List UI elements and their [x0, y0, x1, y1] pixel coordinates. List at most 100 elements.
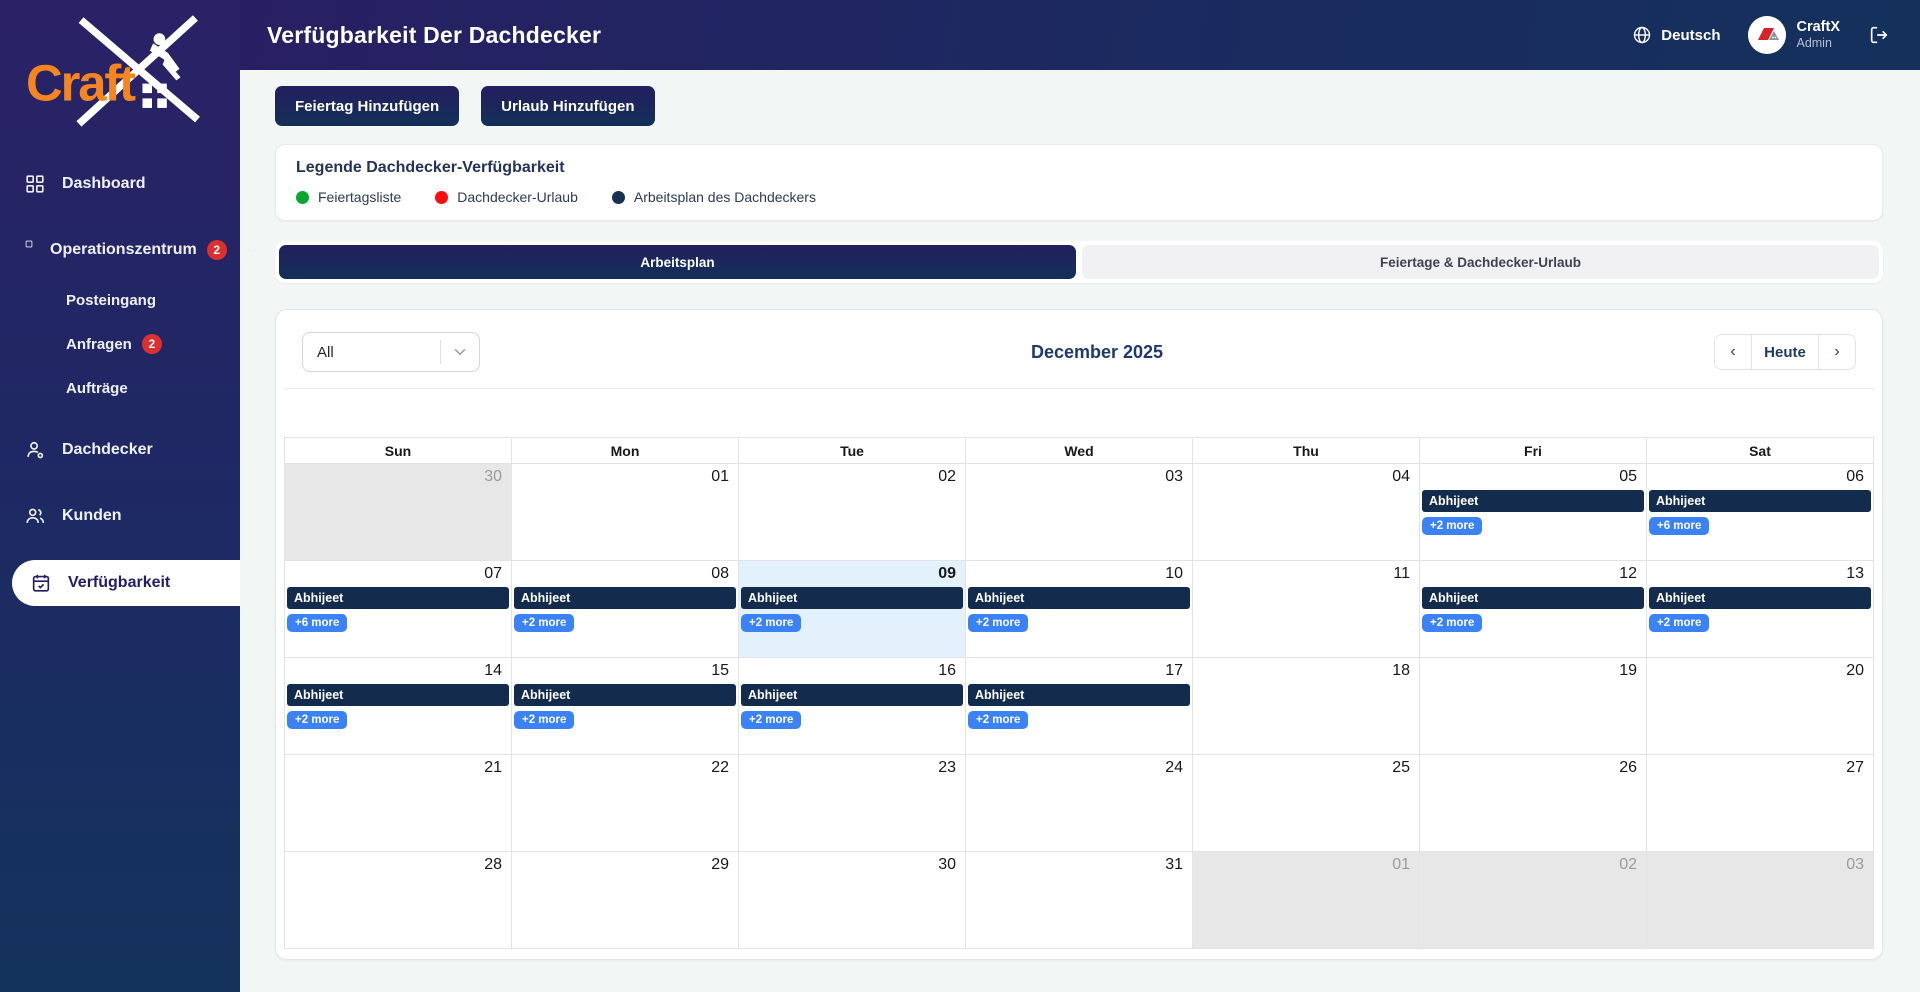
more-events-badge[interactable]: +2 more — [287, 711, 348, 729]
day-cell-28[interactable]: 28 — [285, 852, 512, 949]
topbar-right: Deutsch CraftX Admin — [1632, 16, 1890, 54]
day-cell-30[interactable]: 30 — [285, 464, 512, 561]
day-cell-13[interactable]: 13 Abhijeet +2 more — [1647, 561, 1874, 658]
day-cell-30[interactable]: 30 — [739, 852, 966, 949]
day-cell-31[interactable]: 31 — [966, 852, 1193, 949]
day-number: 02 — [1619, 856, 1637, 873]
day-cell-05[interactable]: 05 Abhijeet +2 more — [1420, 464, 1647, 561]
day-cell-03[interactable]: 03 — [1647, 852, 1874, 949]
day-cell-18[interactable]: 18 — [1193, 658, 1420, 755]
event-bar[interactable]: Abhijeet — [287, 684, 509, 706]
day-cell-29[interactable]: 29 — [512, 852, 739, 949]
chevron-down-icon — [243, 241, 261, 259]
user-menu[interactable]: CraftX Admin — [1748, 16, 1840, 54]
day-cell-04[interactable]: 04 — [1193, 464, 1420, 561]
day-number: 11 — [1393, 565, 1410, 582]
day-cell-20[interactable]: 20 — [1647, 658, 1874, 755]
sidebar-item-anfragen[interactable]: Anfragen 2 — [0, 326, 240, 362]
globe-icon — [1632, 25, 1652, 45]
sidebar-item-label: Anfragen — [66, 335, 132, 353]
event-bar[interactable]: Abhijeet — [1649, 587, 1871, 609]
day-cell-15[interactable]: 15 Abhijeet +2 more — [512, 658, 739, 755]
tab-arbeitsplan[interactable]: Arbeitsplan — [279, 245, 1076, 279]
day-cell-11[interactable]: 11 — [1193, 561, 1420, 658]
add-vacation-button[interactable]: Urlaub Hinzufügen — [481, 86, 655, 126]
more-events-badge[interactable]: +2 more — [968, 711, 1029, 729]
event-bar[interactable]: Abhijeet — [741, 587, 963, 609]
day-cell-17[interactable]: 17 Abhijeet +2 more — [966, 658, 1193, 755]
day-cell-24[interactable]: 24 — [966, 755, 1193, 852]
topbar: Verfügbarkeit Der Dachdecker Deutsch — [240, 0, 1920, 70]
sidebar-item-posteingang[interactable]: Posteingang — [0, 282, 240, 318]
weekday-header-tue: Tue — [739, 438, 966, 464]
sidebar-item-dashboard[interactable]: Dashboard — [0, 162, 240, 206]
more-events-badge[interactable]: +2 more — [1422, 614, 1483, 632]
sidebar-item-dachdecker[interactable]: Dachdecker — [0, 428, 240, 472]
language-label: Deutsch — [1661, 26, 1721, 44]
sidebar-item-label: Verfügbarkeit — [68, 574, 171, 591]
day-cell-27[interactable]: 27 — [1647, 755, 1874, 852]
day-cell-12[interactable]: 12 Abhijeet +2 more — [1420, 561, 1647, 658]
prev-month-button[interactable]: ‹ — [1715, 335, 1751, 369]
user-info: CraftX Admin — [1796, 19, 1840, 50]
day-cell-25[interactable]: 25 — [1193, 755, 1420, 852]
day-cell-08[interactable]: 08 Abhijeet +2 more — [512, 561, 739, 658]
day-cell-07[interactable]: 07 Abhijeet +6 more — [285, 561, 512, 658]
event-bar[interactable]: Abhijeet — [741, 684, 963, 706]
event-bar[interactable]: Abhijeet — [1649, 490, 1871, 512]
more-events-badge[interactable]: +2 more — [968, 614, 1029, 632]
day-cell-21[interactable]: 21 — [285, 755, 512, 852]
sidebar-item-verf-gbarkeit[interactable]: Verfügbarkeit — [12, 560, 240, 606]
day-cell-22[interactable]: 22 — [512, 755, 739, 852]
calendar-nav: ‹ Heute › — [1714, 334, 1856, 370]
day-cell-02[interactable]: 02 — [1420, 852, 1647, 949]
day-cell-14[interactable]: 14 Abhijeet +2 more — [285, 658, 512, 755]
more-events-badge[interactable]: +2 more — [514, 711, 575, 729]
day-cell-19[interactable]: 19 — [1420, 658, 1647, 755]
day-cell-09[interactable]: 09 Abhijeet +2 more — [739, 561, 966, 658]
day-cell-06[interactable]: 06 Abhijeet +6 more — [1647, 464, 1874, 561]
sidebar-item-label: Kunden — [62, 507, 122, 524]
logout-button[interactable] — [1868, 24, 1890, 46]
day-cell-16[interactable]: 16 Abhijeet +2 more — [739, 658, 966, 755]
today-button[interactable]: Heute — [1751, 335, 1819, 369]
more-events-badge[interactable]: +2 more — [1422, 517, 1483, 535]
more-events-badge[interactable]: +2 more — [1649, 614, 1710, 632]
more-events-badge[interactable]: +6 more — [1649, 517, 1710, 535]
sidebar-item-operationszentrum[interactable]: Operationszentrum 2 — [0, 228, 258, 272]
day-number: 08 — [711, 565, 729, 582]
more-events-badge[interactable]: +6 more — [287, 614, 348, 632]
day-cell-10[interactable]: 10 Abhijeet +2 more — [966, 561, 1193, 658]
filter-selected-value: All — [317, 343, 334, 361]
day-cell-01[interactable]: 01 — [512, 464, 739, 561]
day-number: 17 — [1165, 662, 1183, 679]
roofer-filter-select[interactable]: All — [302, 332, 480, 372]
tab-bar: Arbeitsplan Feiertage & Dachdecker-Urlaub — [275, 241, 1883, 283]
sidebar-item-kunden[interactable]: Kunden — [0, 494, 240, 538]
day-cell-23[interactable]: 23 — [739, 755, 966, 852]
tab-feiertage-dachdecker-urlaub[interactable]: Feiertage & Dachdecker-Urlaub — [1082, 245, 1879, 279]
more-events-badge[interactable]: +2 more — [514, 614, 575, 632]
event-bar[interactable]: Abhijeet — [514, 684, 736, 706]
day-cell-02[interactable]: 02 — [739, 464, 966, 561]
person-icon — [24, 439, 46, 461]
next-month-button[interactable]: › — [1819, 335, 1855, 369]
more-events-badge[interactable]: +2 more — [741, 711, 802, 729]
language-switcher[interactable]: Deutsch — [1632, 25, 1720, 45]
event-bar[interactable]: Abhijeet — [514, 587, 736, 609]
day-number: 07 — [484, 565, 502, 582]
app-logo: Craft — [0, 0, 240, 140]
day-cell-01[interactable]: 01 — [1193, 852, 1420, 949]
sidebar-item-auftr-ge[interactable]: Aufträge — [0, 370, 240, 406]
day-cell-26[interactable]: 26 — [1420, 755, 1647, 852]
more-events-badge[interactable]: +2 more — [741, 614, 802, 632]
event-bar[interactable]: Abhijeet — [968, 587, 1190, 609]
add-holiday-button[interactable]: Feiertag Hinzufügen — [275, 86, 460, 126]
event-bar[interactable]: Abhijeet — [968, 684, 1190, 706]
day-number: 29 — [711, 856, 729, 873]
event-bar[interactable]: Abhijeet — [287, 587, 509, 609]
event-bar[interactable]: Abhijeet — [1422, 490, 1644, 512]
event-bar[interactable]: Abhijeet — [1422, 587, 1644, 609]
day-cell-03[interactable]: 03 — [966, 464, 1193, 561]
